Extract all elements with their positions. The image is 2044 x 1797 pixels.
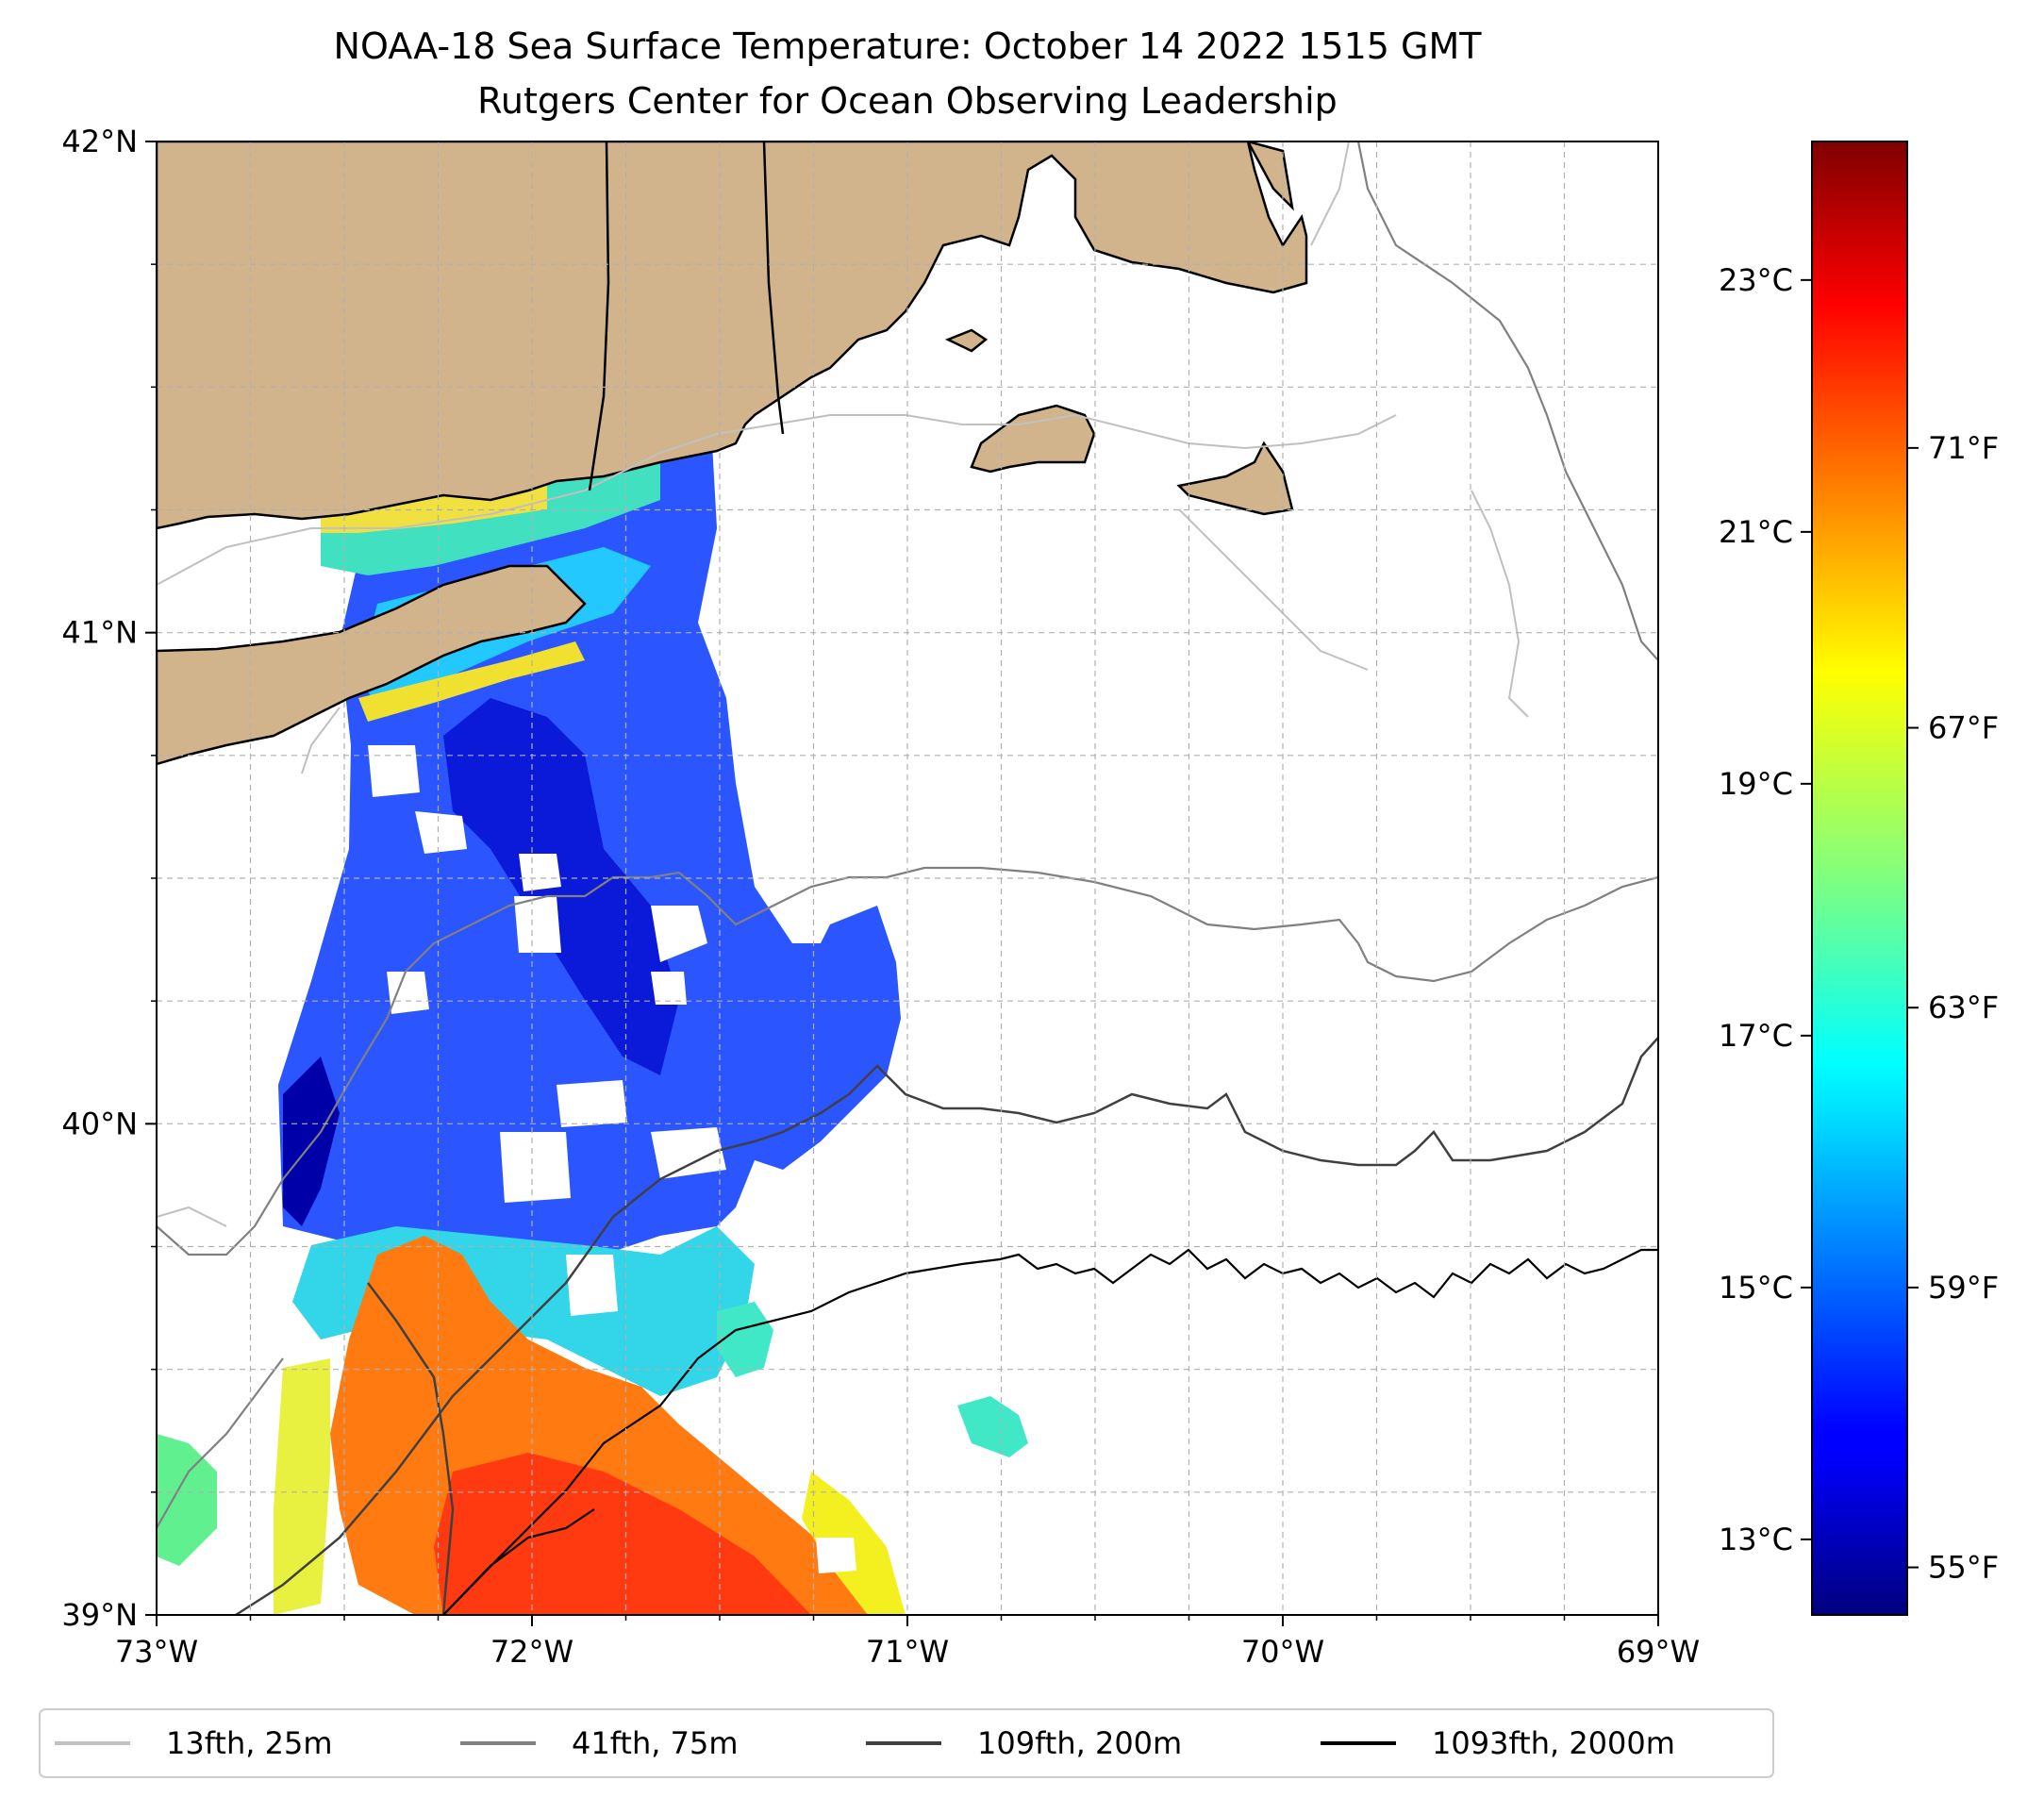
- cloud-gap-1: [368, 745, 420, 797]
- cloud-gap-10: [566, 1255, 618, 1316]
- contour-75m: [157, 141, 1658, 1529]
- sst-yellow-west-edge: [274, 1358, 330, 1615]
- bathymetry: [157, 141, 1658, 1615]
- state-border: [588, 141, 785, 491]
- lat-tick-label: 39°N: [61, 1597, 138, 1633]
- lon-tick-label: 69°W: [1617, 1634, 1700, 1670]
- lat-tick-label: 41°N: [61, 615, 138, 651]
- lon-tick-label: 73°W: [115, 1634, 198, 1670]
- contour-25m: [157, 141, 1529, 1227]
- fahrenheit-tick-label: 55°F: [1928, 1550, 1999, 1586]
- sst-scatter-east-1: [957, 1396, 1028, 1457]
- map-subtitle: Rutgers Center for Ocean Observing Leade…: [477, 80, 1338, 122]
- fahrenheit-tick-label: 67°F: [1928, 710, 1999, 746]
- colorbar-fahrenheit-ticks: 55°F 59°F 63°F 67°F 71°F: [1907, 430, 1999, 1586]
- map-gridlines: [157, 141, 1658, 1615]
- celsius-tick-label: 19°C: [1719, 766, 1793, 802]
- fahrenheit-tick-label: 59°F: [1928, 1270, 1999, 1306]
- celsius-tick-label: 13°C: [1719, 1522, 1793, 1557]
- cloud-gap-11: [816, 1538, 856, 1573]
- cloud-gap-5: [387, 972, 429, 1014]
- sst-yellow-li-coast: [358, 641, 585, 722]
- sst-field: [157, 443, 1028, 1615]
- fahrenheit-tick-label: 63°F: [1928, 990, 1999, 1025]
- land-block-island: [944, 328, 989, 353]
- land-nantucket: [1176, 441, 1294, 516]
- latitude-axis: 39°N 40°N 41°N 42°N: [61, 124, 157, 1633]
- map-title: NOAA-18 Sea Surface Temperature: October…: [334, 25, 1483, 67]
- celsius-tick-label: 21°C: [1719, 514, 1793, 550]
- celsius-tick-label: 23°C: [1719, 262, 1793, 298]
- colorbar-gradient: [1811, 141, 1908, 1616]
- celsius-tick-label: 15°C: [1719, 1270, 1793, 1306]
- fahrenheit-tick-label: 71°F: [1928, 430, 1999, 466]
- cloud-gap-6: [651, 906, 707, 962]
- sst-green-edge-sw: [157, 1434, 217, 1566]
- colorbar: 13°C 15°C 17°C 19°C 21°C 23°C 55°F 59°F 63°F 67°…: [1719, 141, 1999, 1616]
- land: [157, 141, 1308, 766]
- cloud-gap-8: [500, 1132, 571, 1203]
- lon-tick-label: 72°W: [490, 1634, 573, 1670]
- sst-hot-core: [434, 1453, 811, 1615]
- cloud-gap-2: [415, 811, 467, 854]
- land-new-england: [157, 141, 1308, 530]
- colorbar-celsius-ticks: 13°C 15°C 17°C 19°C 21°C 23°C: [1719, 262, 1812, 1557]
- lon-tick-label: 70°W: [1241, 1634, 1324, 1670]
- longitude-axis: 73°W 72°W 71°W 70°W 69°W: [115, 1615, 1700, 1670]
- cloud-gap-4: [514, 896, 561, 953]
- cloud-gap-9: [557, 1080, 627, 1127]
- lon-tick-label: 71°W: [866, 1634, 949, 1670]
- cloud-gap-7: [651, 972, 687, 1005]
- cloud-gap-12: [651, 1127, 726, 1179]
- contour-2000m: [442, 1248, 1658, 1615]
- lat-tick-label: 40°N: [61, 1106, 138, 1141]
- legend-label: 1093fth, 2000m: [1432, 1725, 1675, 1761]
- land-marthas-vineyard: [970, 404, 1096, 474]
- contour-200m: [235, 1037, 1658, 1615]
- land-cape-cod-tip: [1246, 141, 1294, 211]
- legend-label: 13fth, 25m: [166, 1725, 332, 1761]
- cloud-gap-3: [519, 854, 561, 891]
- legend-label: 41fth, 75m: [572, 1725, 738, 1761]
- lat-tick-label: 42°N: [61, 124, 138, 159]
- sst-scatter-east-2: [717, 1302, 773, 1377]
- land-long-island: [157, 564, 587, 766]
- legend-label: 109fth, 200m: [977, 1725, 1182, 1761]
- map-area: [157, 141, 1658, 1615]
- legend: 13fth, 25m 41fth, 75m 109fth, 200m 1093fth,…: [39, 1708, 1774, 1778]
- sst-dark-blue-west: [283, 1057, 340, 1226]
- celsius-tick-label: 17°C: [1719, 1018, 1793, 1054]
